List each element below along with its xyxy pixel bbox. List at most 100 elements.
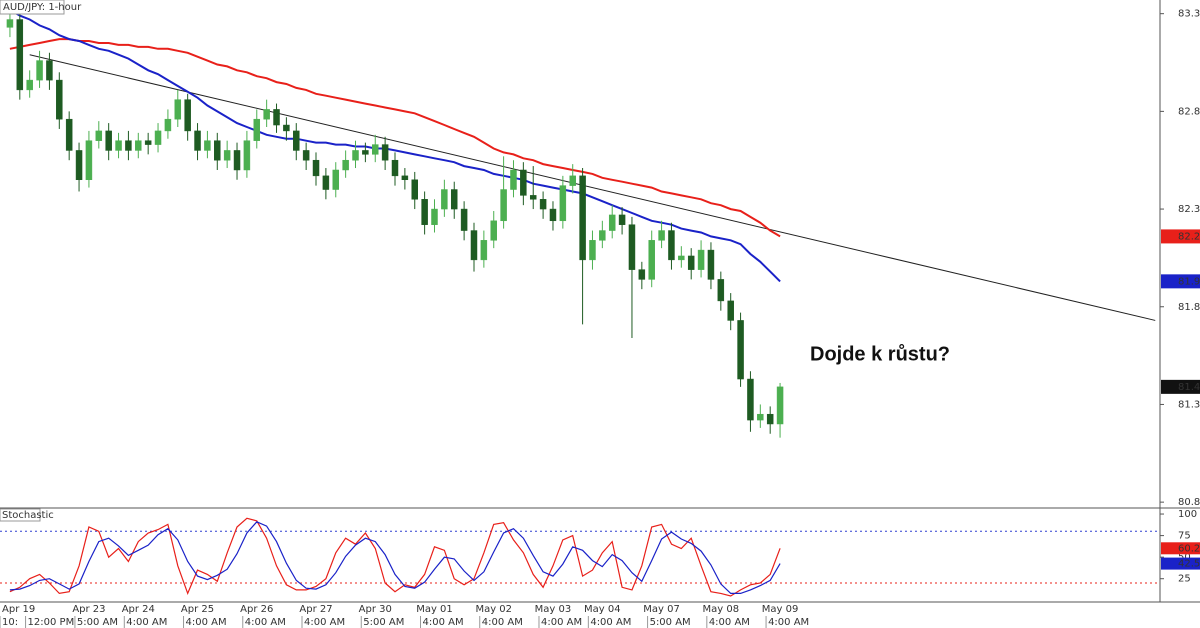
y-tick-label: 82.35	[1178, 204, 1200, 215]
candle-body	[273, 109, 280, 126]
y-tick-label: 81.35	[1178, 399, 1200, 410]
moving-average	[9, 8, 781, 283]
x-tick-label: May 01	[416, 604, 453, 615]
candle-body	[36, 60, 43, 81]
candle-body	[263, 109, 270, 120]
candle-body	[362, 150, 369, 155]
candle-body	[253, 118, 261, 141]
candle-body	[233, 150, 241, 171]
x-tick-label: May 09	[762, 604, 799, 615]
x-tick-label: Apr 24	[122, 604, 155, 615]
candle-body	[184, 99, 191, 132]
candle-body	[707, 249, 715, 280]
indicator-title-box	[0, 508, 41, 522]
indicator-tick-label: 75	[1178, 531, 1191, 542]
indicator-line	[9, 517, 781, 597]
candle-body	[223, 150, 231, 161]
candle-body	[144, 140, 152, 145]
candle-body	[757, 413, 764, 421]
candle-body	[766, 413, 774, 425]
chart-title: AUD/JPY: 1-hour	[3, 2, 82, 13]
x-sub-label: 4:00 AM	[186, 617, 227, 628]
candle-body	[243, 140, 251, 171]
x-tick-label: Apr 26	[240, 604, 273, 615]
candle-body	[668, 230, 675, 261]
candle-body	[697, 249, 705, 270]
candle-body	[441, 189, 448, 210]
candle-body	[470, 230, 478, 261]
axes: 83.35 82.85 82.35 81.85 81.35 80.85 82.21 81.98…	[0, 9, 1200, 628]
price-tag-label: 82.21	[1178, 231, 1200, 242]
indicator-title: Stochastic	[2, 510, 54, 521]
price-tag	[1161, 229, 1200, 244]
candle-body	[125, 140, 132, 151]
x-sub-label: 5:00 AM	[77, 617, 118, 628]
candle-body	[381, 144, 389, 161]
candle-body	[95, 130, 103, 141]
candle-body	[776, 386, 784, 425]
candle-body	[737, 320, 744, 380]
price-panel	[6, 7, 1156, 438]
indicator-tick-label: 25	[1178, 574, 1191, 585]
candle-body	[480, 240, 488, 261]
x-sub-label: 4:00 AM	[126, 617, 167, 628]
candle-body	[164, 118, 172, 132]
candle-body	[401, 175, 409, 181]
candle-body	[194, 130, 201, 151]
x-sub-label: 4:00 AM	[768, 617, 809, 628]
candle-body	[500, 189, 507, 222]
x-tick-label: May 02	[475, 604, 512, 615]
x-tick-label: May 07	[643, 604, 680, 615]
x-sub-label: 10:	[2, 617, 18, 628]
candle-body	[618, 214, 626, 225]
candle-body	[204, 140, 211, 151]
candle-body	[312, 159, 320, 177]
x-tick-label: Apr 25	[181, 604, 214, 615]
candle-body	[56, 79, 63, 120]
candle-body	[579, 175, 586, 261]
candle-body	[608, 214, 616, 231]
candle-body	[747, 378, 754, 421]
annotation: Dojde k růstu?	[810, 343, 950, 365]
candle-body	[105, 130, 112, 151]
x-sub-label: 5:00 AM	[650, 617, 691, 628]
candle-body	[687, 255, 695, 270]
candle-body	[154, 130, 162, 145]
indicator-tag	[1161, 542, 1200, 555]
candle-body	[322, 175, 330, 190]
candle-body	[75, 150, 83, 181]
candle-body	[431, 208, 438, 225]
price-tag	[1161, 274, 1200, 289]
indicator-line	[9, 521, 781, 594]
candle-body	[638, 269, 646, 280]
candle-body	[214, 140, 221, 161]
candle-body	[283, 124, 290, 132]
candle-body	[421, 199, 428, 225]
candle-body	[391, 159, 399, 177]
x-tick-label: Apr 19	[2, 604, 35, 615]
price-tag	[1161, 379, 1200, 394]
y-tick-label: 83.35	[1178, 9, 1200, 20]
candle-body	[46, 60, 53, 81]
x-tick-label: May 03	[535, 604, 572, 615]
candle-body	[717, 279, 725, 302]
candle-body	[549, 208, 557, 222]
candle-body	[6, 19, 14, 28]
price-tag-label: 81.44	[1178, 382, 1200, 393]
candle-body	[115, 140, 122, 151]
x-tick-label: Apr 30	[359, 604, 392, 615]
candle-body	[135, 140, 142, 151]
title-box	[0, 0, 65, 15]
candle-body	[529, 195, 537, 200]
x-sub-label: 4:00 AM	[482, 617, 523, 628]
x-tick-label: May 08	[703, 604, 740, 615]
candle-body	[352, 150, 359, 161]
price-tag-label: 81.98	[1178, 276, 1200, 287]
candle-body	[26, 79, 33, 91]
candle-body	[648, 240, 655, 280]
candle-body	[65, 118, 73, 151]
candle-body	[372, 144, 379, 155]
candle-body	[342, 159, 349, 171]
